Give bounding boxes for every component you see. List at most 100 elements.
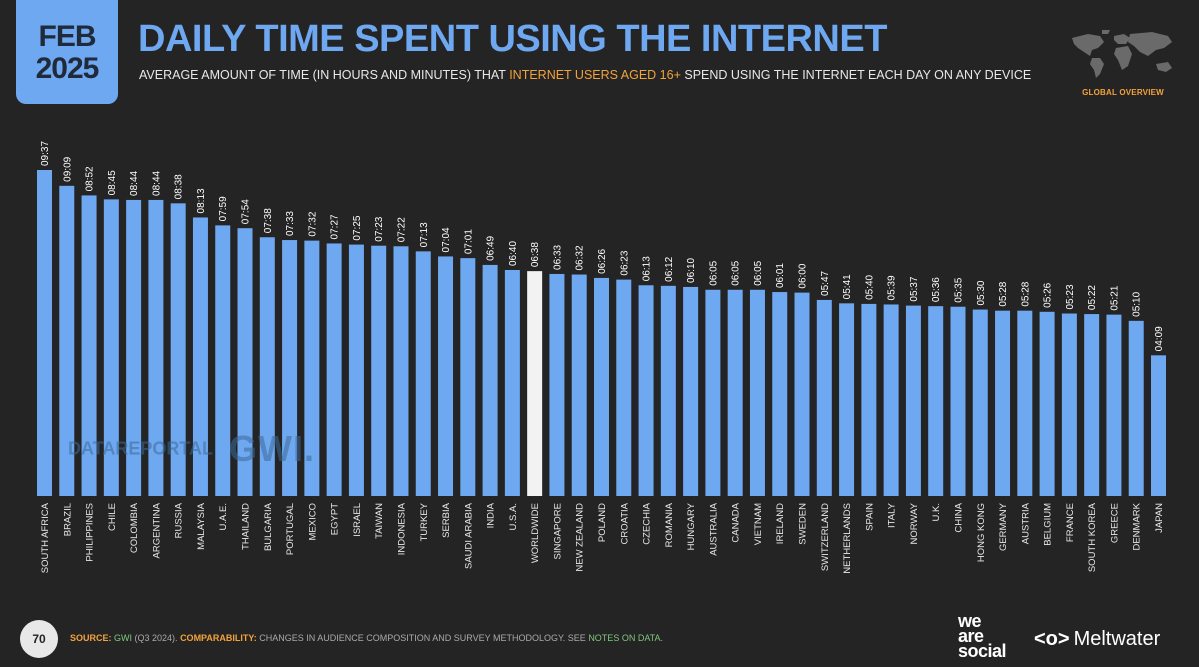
world-map-icon [1072, 30, 1172, 78]
bar-serbia [438, 256, 454, 496]
subtitle-post: SPEND USING THE INTERNET EACH DAY ON ANY… [680, 68, 1032, 82]
source-link[interactable]: GWI [114, 633, 133, 643]
category-label-netherlands: NETHERLANDS [842, 503, 853, 574]
gwi-watermark: GWI. [228, 428, 315, 469]
value-label-israel: 07:25 [352, 215, 363, 240]
value-label-italy: 05:39 [887, 275, 898, 300]
value-label-russia: 08:38 [174, 174, 185, 199]
category-label-italy: ITALY [887, 502, 898, 528]
value-label-hungary: 06:10 [686, 257, 697, 282]
value-label-brazil: 09:09 [62, 156, 73, 181]
value-label-south-africa: 09:37 [40, 141, 51, 166]
meltwater-logo: <o> Meltwater [1034, 628, 1160, 651]
source-label: SOURCE: [70, 633, 112, 643]
category-label-singapore: SINGAPORE [552, 503, 563, 560]
watermark: DATAREPORTAL GWI. [68, 428, 315, 470]
category-label-philippines: PHILIPPINES [85, 503, 96, 562]
bar-romania [660, 285, 676, 496]
subtitle-highlight: INTERNET USERS AGED 16+ [509, 68, 681, 82]
category-label-canada: CANADA [731, 502, 742, 542]
category-label-taiwan: TAIWAN [374, 503, 385, 539]
bar-singapore [549, 273, 565, 496]
bar-france [1061, 313, 1077, 496]
category-label-romania: ROMANIA [664, 502, 675, 547]
category-label-poland: POLAND [597, 503, 608, 542]
bar-netherlands [839, 303, 855, 496]
bar-sweden [794, 292, 810, 496]
bar-u-a-e [215, 225, 231, 497]
category-label-germany: GERMANY [998, 502, 1009, 551]
bar-italy [883, 304, 899, 496]
category-label-china: CHINA [953, 502, 964, 532]
value-label-germany: 05:28 [998, 281, 1009, 306]
comparability-label: COMPARABILITY: [180, 633, 257, 643]
notes-end: . [660, 633, 663, 643]
bar-switzerland [816, 299, 832, 496]
value-label-sweden: 06:00 [798, 263, 809, 288]
bar-spain [861, 303, 877, 496]
source-text: (Q3 2024). [132, 633, 181, 643]
value-label-norway: 05:37 [909, 276, 920, 301]
bar-worldwide [527, 271, 543, 496]
bar-new-zealand [571, 274, 587, 496]
value-label-greece: 05:21 [1109, 285, 1120, 310]
meltwater-icon: <o> [1034, 628, 1070, 650]
value-label-bulgaria: 07:38 [263, 208, 274, 233]
category-label-vietnam: VIETNAM [753, 503, 764, 545]
date-badge: FEB 2025 [16, 0, 118, 104]
value-label-austria: 05:28 [1020, 281, 1031, 306]
bar-argentina [148, 199, 164, 497]
meltwater-label: Meltwater [1073, 628, 1161, 650]
category-label-russia: RUSSIA [174, 502, 185, 538]
page-subtitle: AVERAGE AMOUNT OF TIME (IN HOURS AND MIN… [139, 68, 1031, 82]
bar-egypt [326, 243, 342, 496]
bar-germany [995, 310, 1011, 496]
bar-india [482, 264, 498, 496]
bar-brazil [59, 185, 75, 496]
value-label-new-zealand: 06:32 [575, 245, 586, 270]
bar-austria [1017, 310, 1033, 496]
bar-u-k [928, 306, 944, 496]
date-year: 2025 [35, 52, 100, 85]
notes-on-data-link[interactable]: NOTES ON DATA [588, 633, 661, 643]
bar-malaysia [192, 217, 208, 496]
bar-czechia [638, 285, 654, 496]
page-number: 70 [20, 620, 58, 658]
bar-u-s-a [504, 270, 520, 496]
category-label-indonesia: INDONESIA [396, 502, 407, 555]
value-label-croatia: 06:23 [619, 250, 630, 275]
category-label-thailand: THAILAND [241, 503, 252, 550]
value-label-netherlands: 05:41 [842, 274, 853, 299]
bar-israel [348, 244, 364, 496]
logo-line-we: we [958, 611, 982, 631]
value-label-japan: 04:09 [1154, 326, 1165, 351]
bar-south-africa [37, 170, 52, 496]
bar-norway [905, 305, 921, 496]
category-label-bulgaria: BULGARIA [263, 502, 274, 551]
value-label-canada: 06:05 [731, 260, 742, 285]
category-label-japan: JAPAN [1154, 503, 1165, 533]
category-label-saudi-arabia: SAUDI ARABIA [463, 502, 474, 569]
value-label-indonesia: 07:22 [396, 217, 407, 242]
bar-poland [594, 277, 609, 496]
bar-colombia [126, 199, 142, 497]
category-label-u-k: U.K. [931, 503, 942, 521]
category-label-czechia: CZECHIA [642, 502, 653, 544]
category-label-egypt: EGYPT [330, 503, 341, 535]
bar-greece [1106, 314, 1122, 496]
bar-portugal [282, 240, 298, 496]
category-label-hong-kong: HONG KONG [976, 503, 987, 562]
comparability-text: CHANGES IN AUDIENCE COMPOSITION AND SURV… [256, 633, 589, 643]
value-label-india: 06:49 [486, 235, 497, 260]
value-label-saudi-arabia: 07:01 [463, 229, 474, 254]
category-label-hungary: HUNGARY [686, 502, 697, 550]
datareportal-watermark: DATAREPORTAL [68, 438, 213, 459]
bar-group: 09:37 SOUTH AFRICA 09:09 BRAZIL 08:52 PHILIPP… [37, 141, 1166, 574]
category-label-australia: AUSTRALIA [708, 502, 719, 555]
bar-hungary [683, 286, 699, 496]
subtitle-pre: AVERAGE AMOUNT OF TIME (IN HOURS AND MIN… [139, 68, 510, 82]
category-label-austria: AUSTRIA [1020, 502, 1031, 544]
date-month: FEB [38, 20, 97, 53]
bar-denmark [1128, 320, 1144, 496]
category-label-u-s-a: U.S.A. [508, 503, 519, 530]
